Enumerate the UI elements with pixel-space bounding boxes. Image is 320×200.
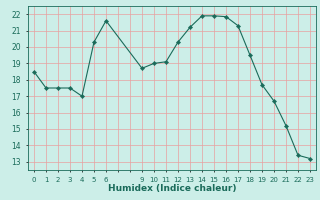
X-axis label: Humidex (Indice chaleur): Humidex (Indice chaleur) [108,184,236,193]
